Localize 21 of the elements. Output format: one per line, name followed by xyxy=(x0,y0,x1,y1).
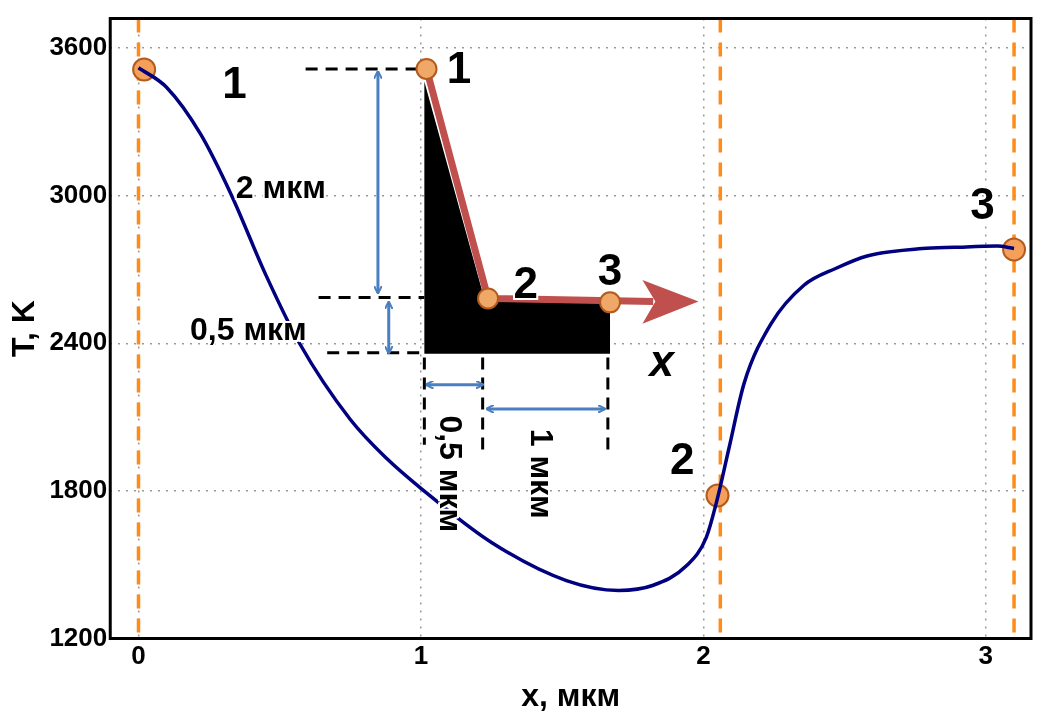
y-tick-label: 2400 xyxy=(49,326,108,357)
annotation: 1 мкм xyxy=(524,428,561,519)
annotation: 3 xyxy=(597,244,623,294)
y-tick-label: 1200 xyxy=(49,621,108,652)
x-tick-label: 1 xyxy=(413,640,429,671)
y-tick-label: 3000 xyxy=(49,178,108,209)
y-tick-label: 1800 xyxy=(49,474,108,504)
y-tick-label: 3600 xyxy=(49,31,108,62)
annotation: 0,5 мкм xyxy=(432,415,469,533)
annotation: 1 xyxy=(446,43,472,93)
y-axis-title: T, K xyxy=(5,300,42,357)
x-tick-label: 0 xyxy=(131,640,146,671)
annotation: 3 xyxy=(970,179,995,229)
annotation: 1 xyxy=(222,58,247,108)
x-tick-label: 2 xyxy=(696,640,711,671)
x-axis-title: x, мкм xyxy=(521,676,621,713)
annotation: 2 xyxy=(670,433,695,483)
annotation: x xyxy=(647,335,676,385)
annotation: 2 xyxy=(513,258,539,308)
annotation: 2 мкм xyxy=(235,169,326,206)
x-tick-label: 3 xyxy=(978,640,994,671)
